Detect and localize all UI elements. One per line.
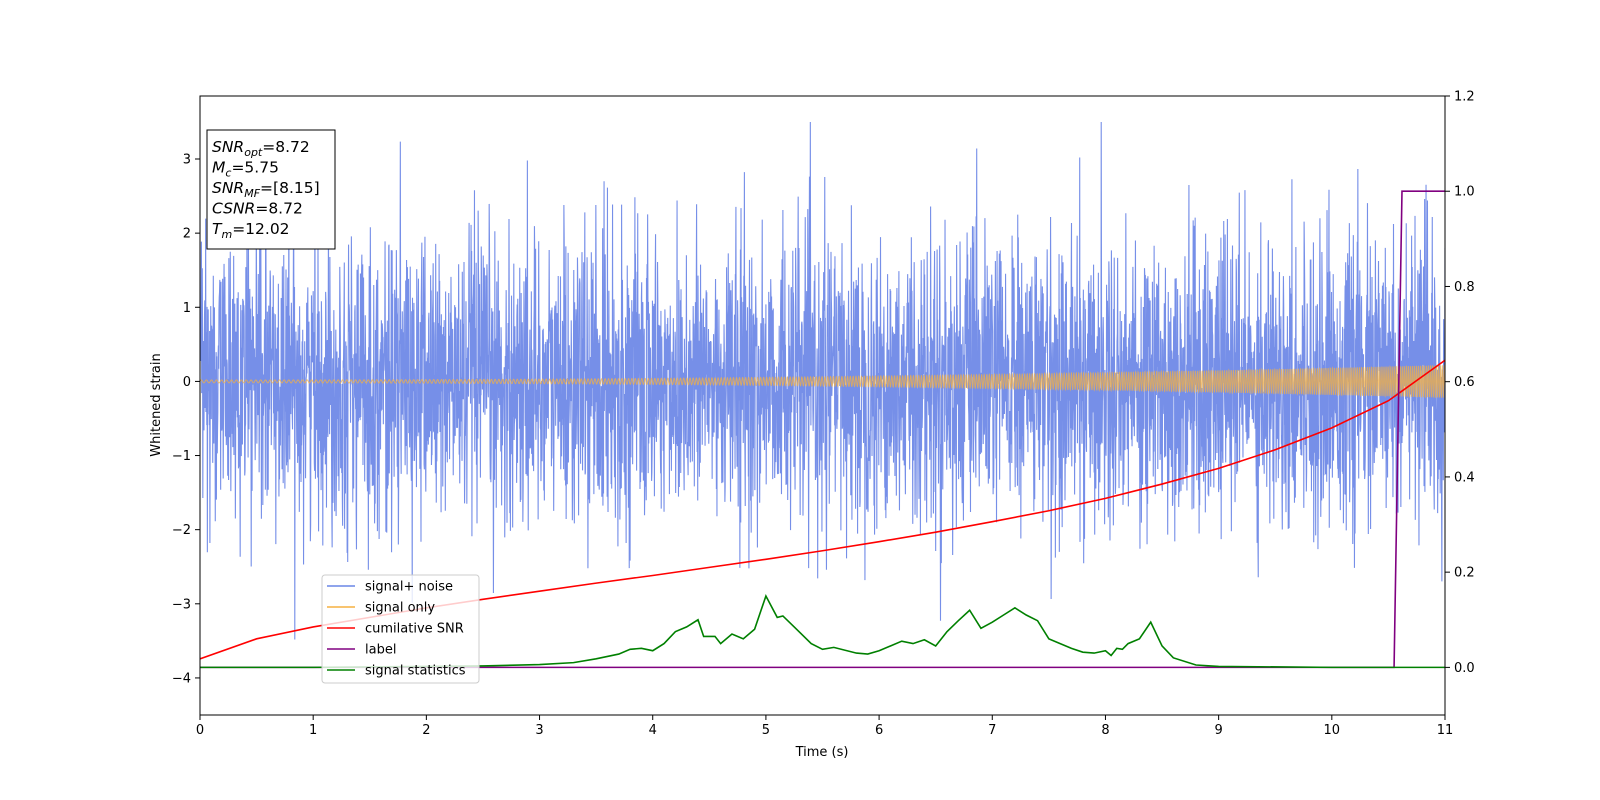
x-tick-label: 0	[196, 723, 204, 738]
y-tick-label: 2	[183, 227, 191, 242]
x-tick-label: 2	[422, 723, 430, 738]
y-right-tick-label: 1.2	[1454, 90, 1475, 105]
x-axis-label: Time (s)	[795, 745, 849, 760]
x-tick-label: 11	[1437, 723, 1454, 738]
legend-label: signal statistics	[365, 664, 466, 679]
y-right-tick-label: 0.4	[1454, 470, 1475, 485]
x-tick-label: 9	[1214, 723, 1222, 738]
legend-item: signal only	[327, 601, 435, 616]
x-tick-label: 5	[762, 723, 770, 738]
info-box-frame	[206, 129, 336, 250]
y-tick-label: −1	[172, 449, 191, 464]
y-tick-label: −3	[172, 597, 191, 612]
legend-label: signal only	[365, 601, 435, 616]
y-axis-label: Whitened strain	[149, 353, 164, 456]
y-right-tick-label: 0.6	[1454, 375, 1475, 390]
y-axis-left: −4 −3 −2 −1 0 1 2 3	[172, 153, 200, 686]
y-right-tick-label: 1.0	[1454, 185, 1475, 200]
legend-label: label	[365, 643, 396, 658]
y-right-tick-label: 0.0	[1454, 661, 1475, 676]
x-tick-label: 8	[1101, 723, 1109, 738]
x-tick-label: 6	[875, 723, 883, 738]
axes-frame	[199, 95, 1446, 716]
info-box-line: SNRMF=[8.15]	[212, 179, 320, 200]
series-line-label	[200, 190, 1445, 669]
y-right-tick-label: 0.2	[1454, 566, 1475, 581]
x-axis: 0 1 2 3 4 5 6 7 8 9 10 11	[196, 715, 1453, 738]
series-line-signal-only	[200, 365, 1445, 399]
y-right-tick-label: 0.8	[1454, 280, 1475, 295]
legend-item: cumilative SNR	[327, 622, 464, 637]
legend-item: signal statistics	[327, 664, 466, 679]
legend: signal+ noise signal only cumilative SNR la…	[321, 574, 480, 684]
y-tick-label: −4	[172, 671, 191, 686]
x-tick-label: 3	[535, 723, 543, 738]
y-tick-label: 1	[183, 301, 191, 316]
legend-item: signal+ noise	[327, 580, 453, 595]
info-box-line: SNRopt=8.72	[212, 138, 310, 159]
legend-item: label	[327, 643, 396, 658]
y-tick-label: 3	[183, 153, 191, 168]
series-line-signal-statistics	[200, 593, 1445, 669]
y-tick-label: 0	[183, 375, 191, 390]
x-tick-label: 1	[309, 723, 317, 738]
x-tick-label: 7	[988, 723, 996, 738]
series-line-signal-noise	[200, 121, 1445, 640]
legend-label: cumilative SNR	[365, 622, 464, 637]
info-box-line: CSNR=8.72	[212, 200, 303, 218]
legend-label: signal+ noise	[365, 580, 453, 595]
y-axis-right: 0.0 0.2 0.4 0.6 0.8 1.0 1.2	[1445, 90, 1475, 676]
x-tick-label: 4	[649, 723, 657, 738]
y-tick-label: −2	[172, 523, 191, 538]
legend-frame	[321, 574, 480, 684]
info-box-line: Tm=12.02	[212, 220, 290, 241]
x-tick-label: 10	[1324, 723, 1341, 738]
info-box-line: Mc=5.75	[212, 159, 279, 180]
